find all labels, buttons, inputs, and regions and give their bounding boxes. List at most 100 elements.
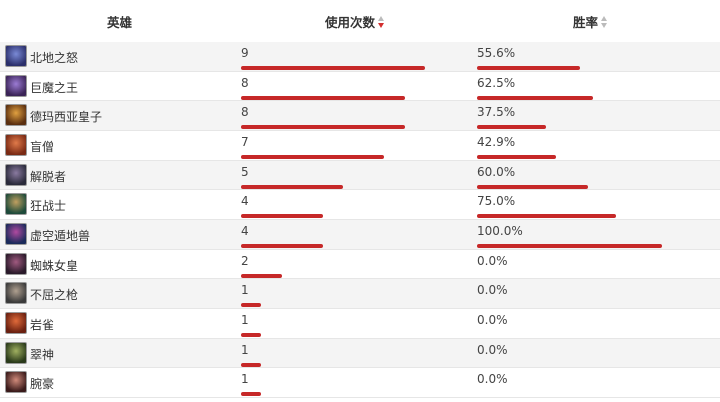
- hero-name[interactable]: 解脱者: [30, 169, 67, 184]
- hero-name[interactable]: 虚空遁地兽: [30, 228, 91, 243]
- hero-name[interactable]: 德玛西亚皇子: [30, 110, 103, 125]
- table-row[interactable]: 翠神 1 0.0%: [0, 338, 720, 369]
- winrate-bar: [477, 66, 580, 70]
- uses-count: 1: [241, 312, 249, 327]
- table-row[interactable]: 解脱者 5 60.0%: [0, 160, 720, 191]
- uses-bar: [241, 66, 425, 70]
- table-row[interactable]: 岩雀 1 0.0%: [0, 309, 720, 339]
- uses-bar: [241, 125, 405, 130]
- header-hero-label: 英雄: [107, 15, 133, 30]
- hero-avatar[interactable]: [5, 74, 27, 97]
- hero-name[interactable]: 腕豪: [30, 377, 55, 392]
- uses-bar: [241, 184, 343, 189]
- hero-avatar[interactable]: [5, 193, 27, 216]
- uses-bar: [241, 214, 323, 219]
- table-body: 北地之怒 9 55.6% 巨魔之王 8 62.5% 德玛西亚皇子 8 37.5% 盲僧 7 42.9%…: [0, 42, 720, 398]
- winrate-value: 0.0%: [477, 283, 508, 298]
- hero-avatar[interactable]: [5, 104, 27, 127]
- hero-name[interactable]: 盲僧: [30, 139, 55, 154]
- uses-count: 8: [241, 105, 249, 120]
- winrate-value: 100.0%: [477, 223, 523, 238]
- winrate-bar: [477, 125, 546, 130]
- winrate-bar: [477, 184, 588, 189]
- hero-avatar[interactable]: [5, 311, 27, 334]
- row-divider: [0, 396, 720, 398]
- winrate-value: 37.5%: [477, 105, 516, 120]
- hero-name[interactable]: 岩雀: [30, 317, 55, 332]
- winrate-value: 55.6%: [477, 46, 516, 60]
- winrate-value: 0.0%: [477, 372, 508, 387]
- table-header: 英雄 使用次数 胜率: [0, 0, 720, 42]
- row-divider: [0, 100, 720, 102]
- header-winrate-label[interactable]: 胜率: [573, 15, 599, 30]
- row-divider: [0, 337, 720, 339]
- hero-avatar[interactable]: [5, 371, 27, 394]
- table-row[interactable]: 蜘蛛女皇 2 0.0%: [0, 250, 720, 280]
- uses-bar: [241, 362, 261, 367]
- winrate-value: 0.0%: [477, 253, 508, 268]
- header-hero: 英雄: [107, 12, 132, 31]
- winrate-bar: [477, 243, 662, 248]
- header-uses-label[interactable]: 使用次数: [325, 15, 376, 30]
- uses-bar: [241, 303, 261, 308]
- uses-bar: [241, 273, 282, 278]
- winrate-value: 42.9%: [477, 134, 516, 149]
- header-winrate[interactable]: 胜率: [573, 12, 608, 31]
- uses-count: 8: [241, 75, 249, 90]
- row-divider: [0, 278, 720, 280]
- uses-count: 1: [241, 283, 249, 298]
- table-row[interactable]: 北地之怒 9 55.6%: [0, 42, 720, 72]
- winrate-bar: [477, 154, 556, 159]
- table-row[interactable]: 德玛西亚皇子 8 37.5%: [0, 101, 720, 131]
- header-uses[interactable]: 使用次数: [325, 12, 385, 31]
- table-row[interactable]: 盲僧 7 42.9%: [0, 131, 720, 161]
- row-divider: [0, 129, 720, 131]
- hero-name[interactable]: 巨魔之王: [30, 80, 79, 95]
- winrate-value: 0.0%: [477, 312, 508, 327]
- hero-name[interactable]: 不屈之枪: [30, 288, 79, 303]
- row-divider: [0, 189, 720, 191]
- hero-avatar[interactable]: [5, 163, 27, 186]
- sort-desc-icon[interactable]: [378, 15, 385, 28]
- table-row[interactable]: 巨魔之王 8 62.5%: [0, 72, 720, 102]
- uses-count: 1: [241, 342, 249, 357]
- uses-count: 2: [241, 253, 249, 268]
- uses-count: 1: [241, 372, 249, 387]
- row-divider: [0, 307, 720, 309]
- uses-count: 5: [241, 164, 249, 179]
- hero-avatar[interactable]: [5, 222, 27, 245]
- table-row[interactable]: 不屈之枪 1 0.0%: [0, 279, 720, 309]
- hero-avatar[interactable]: [5, 45, 27, 67]
- winrate-value: 62.5%: [477, 75, 516, 90]
- uses-bar: [241, 392, 261, 397]
- sort-icon[interactable]: [601, 15, 608, 28]
- hero-name[interactable]: 翠神: [30, 347, 55, 362]
- hero-name[interactable]: 北地之怒: [30, 51, 79, 65]
- winrate-value: 0.0%: [477, 342, 508, 357]
- row-divider: [0, 248, 720, 250]
- table-row[interactable]: 狂战士 4 75.0%: [0, 190, 720, 220]
- winrate-value: 60.0%: [477, 164, 516, 179]
- uses-bar: [241, 154, 384, 159]
- hero-name[interactable]: 狂战士: [30, 199, 67, 214]
- uses-count: 7: [241, 134, 249, 149]
- winrate-bar: [477, 95, 593, 100]
- row-divider: [0, 218, 720, 220]
- winrate-value: 75.0%: [477, 194, 516, 209]
- uses-bar: [241, 95, 405, 100]
- hero-name[interactable]: 蜘蛛女皇: [30, 258, 79, 273]
- uses-count: 9: [241, 46, 249, 60]
- table-row[interactable]: 腕豪 1 0.0%: [0, 368, 720, 398]
- row-divider: [0, 367, 720, 369]
- winrate-bar: [477, 214, 616, 219]
- hero-avatar[interactable]: [5, 341, 27, 364]
- uses-count: 4: [241, 223, 249, 238]
- hero-avatar[interactable]: [5, 252, 27, 275]
- hero-avatar[interactable]: [5, 282, 27, 305]
- uses-bar: [241, 243, 323, 248]
- table-row[interactable]: 虚空遁地兽 4 100.0%: [0, 219, 720, 250]
- row-divider: [0, 70, 720, 72]
- hero-avatar[interactable]: [5, 133, 27, 156]
- row-divider: [0, 159, 720, 161]
- uses-count: 4: [241, 194, 249, 209]
